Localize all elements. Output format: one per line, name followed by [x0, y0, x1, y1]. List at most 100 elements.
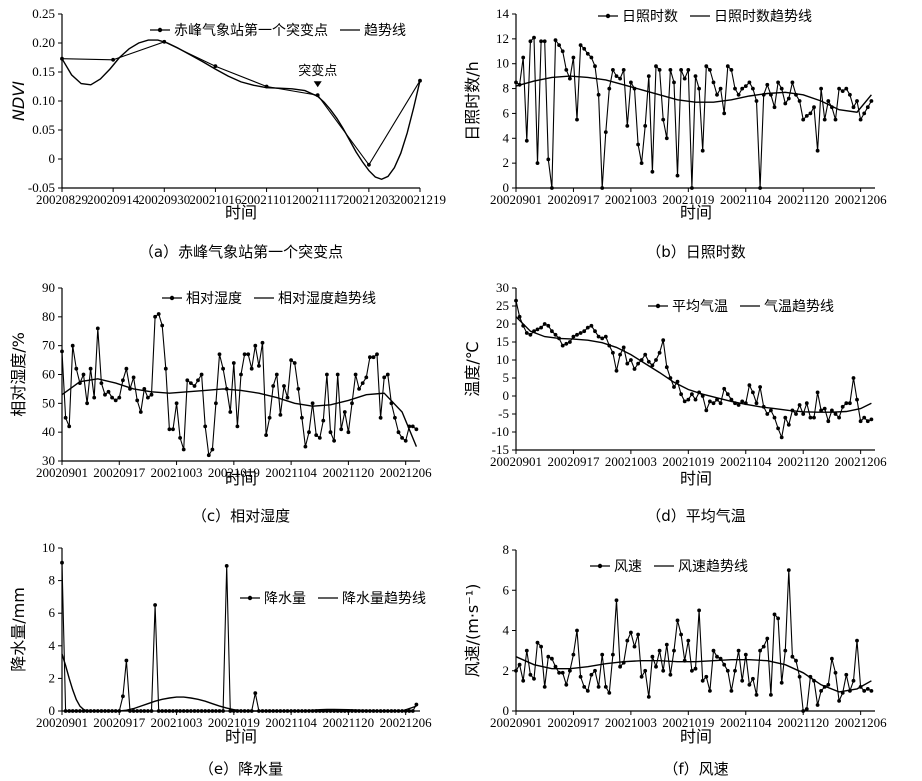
data-point	[625, 361, 630, 366]
data-point	[708, 68, 712, 72]
data-point	[578, 331, 583, 335]
data-point	[711, 648, 716, 653]
x-tick-label: 20020901	[36, 465, 88, 480]
data-point	[407, 709, 412, 713]
x-tick-label: 20021120	[777, 715, 829, 730]
series-line-2	[515, 316, 872, 413]
data-point	[539, 644, 543, 649]
data-point	[171, 709, 175, 713]
x-tick-label: 20021003	[151, 465, 203, 480]
data-point	[747, 682, 752, 687]
data-point	[557, 43, 561, 47]
data-point	[260, 340, 265, 345]
data-point	[725, 392, 730, 397]
x-tick-label: 20021104	[265, 465, 317, 480]
data-point	[614, 74, 619, 78]
data-point	[378, 415, 383, 420]
data-point	[700, 148, 705, 153]
data-point	[621, 345, 626, 350]
x-tick-label: 20021019	[208, 465, 260, 480]
data-point	[840, 89, 845, 93]
data-point	[582, 685, 587, 689]
y-tick-label: 0	[503, 388, 510, 403]
data-point	[535, 327, 540, 332]
data-point	[783, 648, 788, 653]
data-point	[310, 401, 315, 406]
series-line-1	[515, 570, 872, 712]
data-point	[865, 687, 870, 691]
data-point	[214, 709, 218, 713]
data-point	[826, 682, 831, 687]
data-point	[848, 92, 852, 97]
data-point	[553, 38, 558, 42]
data-point	[249, 366, 254, 371]
data-point	[60, 349, 64, 354]
x-tick-label: 20021120	[777, 454, 829, 469]
y-tick-label: 90	[42, 280, 55, 295]
y-tick-label: 14	[496, 6, 510, 21]
legend-label: 趋势线	[364, 23, 406, 39]
y-tick-label: 0	[503, 703, 510, 718]
data-point	[661, 117, 666, 122]
data-point	[830, 656, 834, 661]
data-point	[679, 392, 683, 397]
data-point	[99, 381, 104, 385]
data-point	[736, 403, 741, 407]
data-point	[621, 68, 626, 72]
data-point	[382, 375, 387, 380]
data-point	[253, 343, 258, 348]
data-point	[844, 401, 849, 406]
data-point	[797, 674, 802, 679]
legend-label: 相对湿度趋势线	[278, 291, 376, 307]
data-point	[625, 124, 630, 128]
data-point	[92, 395, 97, 400]
data-point	[646, 74, 651, 78]
data-point	[815, 148, 820, 153]
data-point	[224, 564, 229, 568]
data-point	[124, 366, 129, 371]
data-point	[819, 86, 823, 91]
data-point	[257, 364, 261, 368]
data-point	[514, 80, 518, 85]
data-point	[138, 410, 143, 414]
data-point	[697, 86, 701, 91]
x-tick-label: 20021206	[835, 454, 888, 469]
data-point	[686, 638, 691, 643]
data-point	[160, 709, 165, 713]
data-point	[790, 654, 795, 659]
data-point	[711, 80, 716, 85]
data-point	[113, 398, 118, 403]
series-line-2	[61, 653, 417, 712]
legend-marker	[247, 595, 253, 601]
data-point	[163, 709, 168, 713]
data-point	[578, 674, 583, 679]
data-point	[837, 699, 841, 703]
data-point	[722, 111, 727, 116]
data-point	[124, 658, 129, 663]
data-point	[654, 664, 658, 669]
x-tick-label: 20021019	[662, 454, 714, 469]
data-point	[833, 117, 838, 122]
data-point	[772, 612, 777, 617]
data-point	[593, 329, 597, 334]
x-tick-label: 20021104	[720, 454, 772, 469]
panel-caption: （d）平均气温	[646, 507, 746, 525]
data-point	[135, 398, 140, 403]
data-point	[131, 709, 136, 713]
data-point	[253, 691, 258, 695]
data-point	[560, 49, 565, 54]
data-point	[189, 709, 193, 713]
data-point	[396, 430, 401, 435]
panel-caption: （a）赤峰气象站第一个突变点	[139, 243, 343, 261]
legend-marker	[157, 27, 163, 33]
data-point	[368, 355, 372, 360]
legend-marker	[169, 295, 175, 301]
x-tick-label: 20021104	[720, 192, 772, 207]
x-tick-label: 20021104	[720, 715, 772, 730]
series-line-2	[61, 39, 421, 181]
data-point	[596, 92, 601, 97]
